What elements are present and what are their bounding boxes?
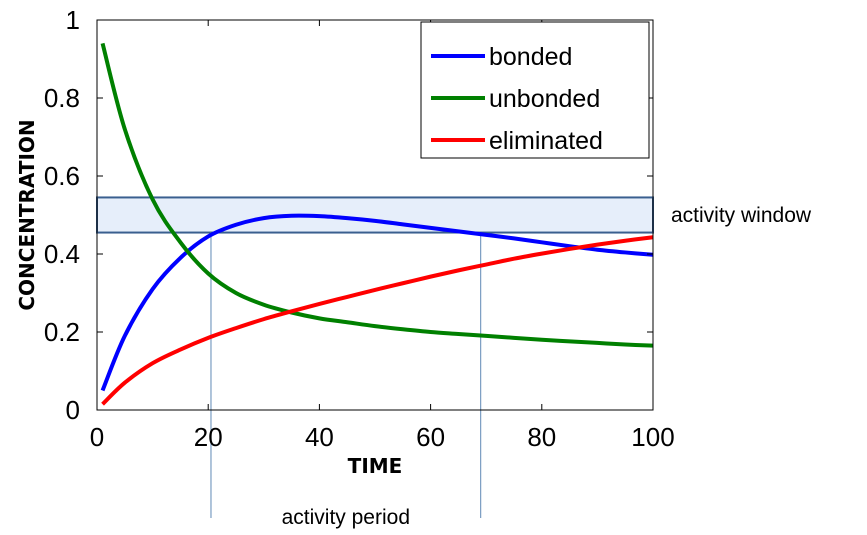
legend-label-bonded: bonded [489, 43, 572, 71]
x-tick-label: 0 [90, 422, 104, 452]
series-line-bonded [100, 213, 654, 392]
tick-layer: 0 20 40 60 80 100 0 0.2 0.4 0.6 0.8 1 [44, 5, 675, 452]
x-tick-label: 20 [194, 422, 223, 452]
y-tick-label: 0.4 [44, 239, 80, 269]
x-tick-label: 100 [631, 422, 674, 452]
activity-window-label: activity window [671, 204, 812, 227]
legend-label-unbonded: unbonded [489, 85, 600, 113]
activity-period-label: activity period [282, 506, 410, 529]
x-axis-label: TIME [348, 454, 403, 478]
y-tick-label: 0.8 [44, 83, 80, 113]
series-layer [100, 42, 654, 406]
y-tick-label: 1 [66, 5, 80, 35]
x-tick-label: 40 [305, 422, 334, 452]
activity-window-band [96, 196, 654, 234]
series-line-eliminated [101, 235, 654, 406]
y-tick-label: 0.2 [44, 317, 80, 347]
x-tick-label: 60 [416, 422, 445, 452]
plot-frame [96, 19, 654, 411]
legend: bonded unbonded eliminated [420, 21, 650, 159]
legend-label-eliminated: eliminated [489, 127, 603, 155]
y-tick-label: 0 [66, 395, 80, 425]
legend-box [420, 21, 650, 159]
y-tick-label: 0.6 [44, 161, 80, 191]
x-tick-label: 80 [527, 422, 556, 452]
y-axis-label: CONCENTRATION [15, 119, 39, 310]
series-line-unbonded [100, 42, 654, 348]
